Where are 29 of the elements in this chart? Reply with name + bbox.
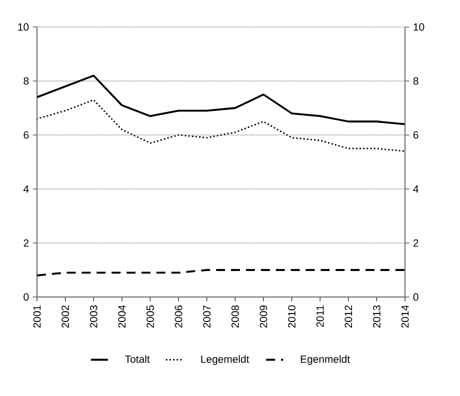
y-tick-label: 4 bbox=[23, 185, 29, 193]
y2-tick-label: 0 bbox=[413, 293, 418, 301]
y2-tick-label: 8 bbox=[413, 77, 418, 85]
x-tick-label: 2014 bbox=[401, 305, 409, 328]
x-tick-label: 2012 bbox=[344, 305, 352, 328]
x-tick-label: 2010 bbox=[288, 305, 296, 328]
y-tick-label: 6 bbox=[24, 131, 29, 139]
x-tick-label: 2011 bbox=[316, 305, 324, 327]
x-tick-label: 2007 bbox=[203, 305, 211, 328]
x-tick-label: 2009 bbox=[260, 305, 268, 328]
y-tick-label: 10 bbox=[18, 23, 29, 31]
x-tick-label: 2013 bbox=[373, 305, 380, 328]
y-tick-label: 8 bbox=[24, 77, 29, 85]
y-tick-label: 0 bbox=[24, 293, 29, 301]
y2-tick-label: 6 bbox=[413, 131, 418, 139]
y2-tick-label: 4 bbox=[413, 185, 418, 193]
x-tick-label: 2001 bbox=[33, 305, 41, 328]
y-tick-label: 2 bbox=[24, 239, 29, 247]
legend-label: Totalt bbox=[125, 355, 150, 363]
y2-tick-label: 10 bbox=[414, 23, 424, 31]
x-tick-label: 2004 bbox=[118, 305, 126, 328]
x-tick-label: 2006 bbox=[174, 305, 182, 328]
x-tick-label: 2008 bbox=[231, 305, 239, 328]
x-tick-label: 2005 bbox=[146, 305, 154, 328]
y2-tick-label: 2 bbox=[413, 239, 418, 247]
legend-label: Legemeldt bbox=[201, 355, 250, 365]
legend-label: Egenmeldt bbox=[300, 355, 350, 365]
x-tick-label: 2003 bbox=[90, 305, 98, 328]
x-tick-label: 2002 bbox=[62, 305, 70, 328]
